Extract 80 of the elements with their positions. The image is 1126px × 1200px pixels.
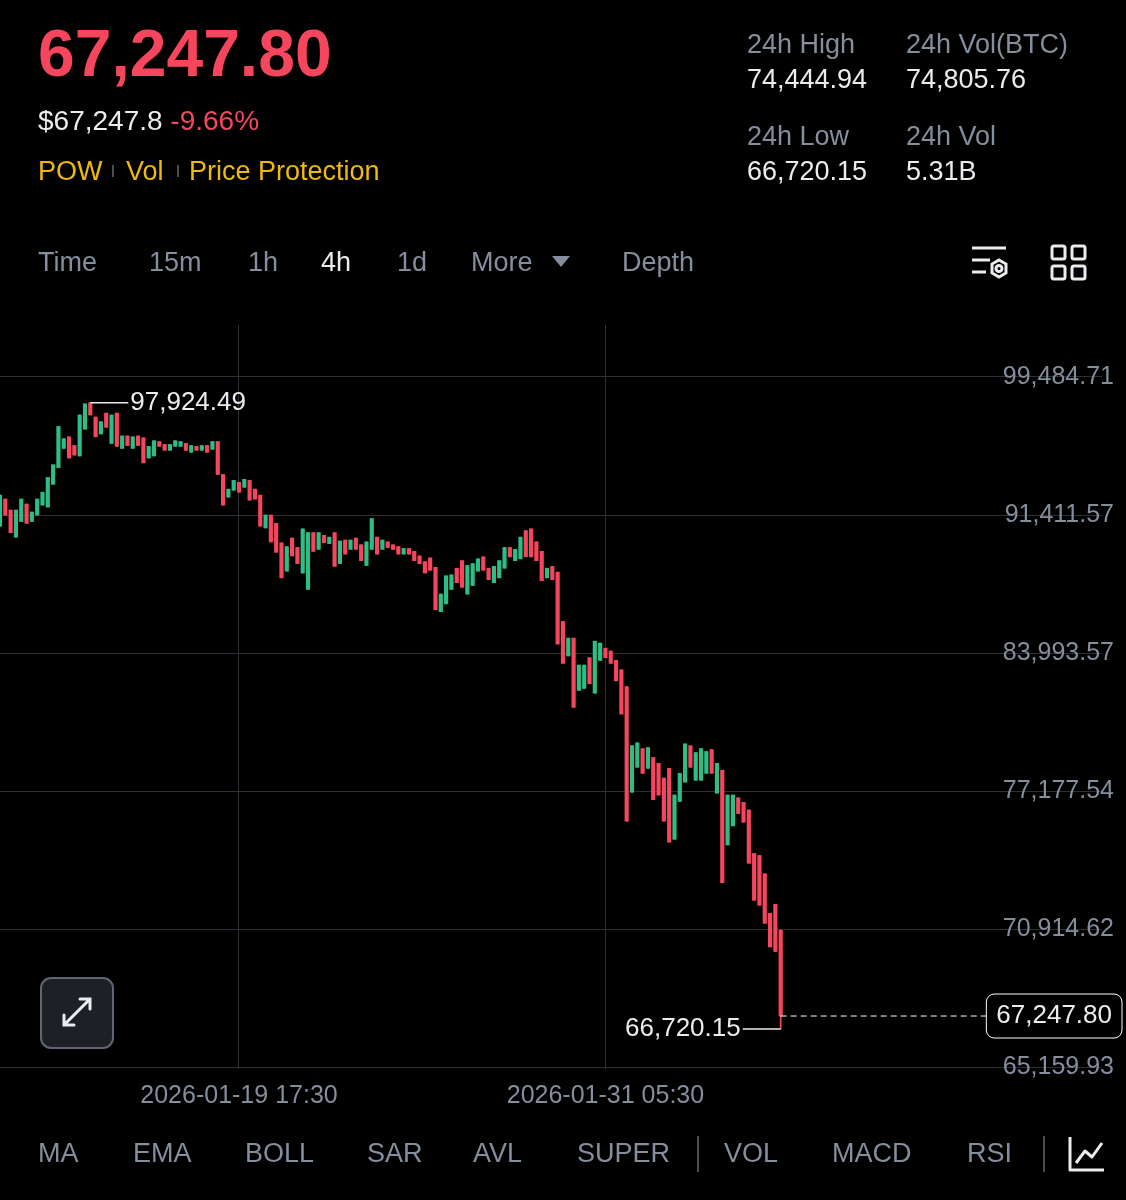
text: 1d [397,246,428,279]
candlestick [550,566,555,581]
text: SAR [367,1137,423,1170]
text: VOL [724,1137,779,1170]
text: Time [38,246,97,279]
candlestick [481,556,486,571]
text: 24h Vol [906,120,997,153]
candlestick [61,438,66,449]
text: Price Protection [189,155,380,188]
candlestick [343,539,348,555]
candlestick [327,536,332,545]
candlestick [305,532,311,590]
text: 74,444.94 [747,63,868,96]
y-tick-label: 99,484.71 [1002,360,1114,389]
text: 4h [321,246,352,279]
candlestick [199,445,204,451]
candlestick [151,440,157,457]
text: 5.31B [906,155,977,188]
text: 24h Low [747,120,850,153]
candlestick [284,546,289,572]
candlestick [157,441,162,447]
text: 15m [149,246,202,279]
text: MA [38,1137,79,1170]
candlestick [3,498,8,516]
candlestick [183,443,188,451]
candlestick [167,444,173,451]
text: SUPER [577,1137,671,1170]
y-tick-label: 65,159.93 [1002,1051,1114,1080]
ref-line-label: 67,247.80 [996,999,1112,1030]
candlestick [205,445,210,453]
candlestick [231,480,236,491]
candlestick [566,637,571,657]
text: MACD [832,1137,912,1170]
candlestick [539,551,544,581]
candlestick [120,435,125,449]
candlestick [321,535,327,544]
candlestick [629,745,635,793]
text: Depth [622,246,695,279]
text: Vol [126,155,164,188]
candlestick [624,686,629,822]
text: POW [38,155,103,188]
candlestick [390,544,396,550]
chart-title: 67,247.80 [38,15,332,92]
annotation: 97,924.49 [130,385,246,416]
text: EMA [133,1137,192,1170]
candlestick [337,540,342,564]
x-tick-label: 2026-01-19 17:30 [140,1079,338,1108]
candlestick [698,748,704,781]
candlestick [189,445,194,453]
y-tick-label: 83,993.57 [1002,637,1114,666]
candlestick [114,412,119,447]
candlestick [507,547,512,558]
candlestick [242,479,247,488]
text: 24h High [747,28,856,61]
candlestick [459,560,465,588]
candlestick [88,402,93,416]
candlestick [236,482,242,493]
text: 24h Vol(BTC) [906,28,1069,61]
candlestick [544,567,550,579]
text: 66,720.15 [747,155,868,188]
candlestick [104,412,109,428]
candlestick [714,763,720,794]
candlestick [374,536,380,555]
text: BOLL [245,1137,315,1170]
candlestick [130,436,135,449]
candlestick [98,421,103,435]
text: 1h [248,246,279,279]
candlestick [720,769,725,884]
x-tick-label: 2026-01-31 05:30 [506,1079,705,1108]
text: AVL [473,1137,523,1170]
text: More [471,246,533,279]
y-tick-label: 77,177.54 [1002,775,1115,804]
candlestick [66,436,72,459]
chart-subtitle: $67,247.8 -9.66% [38,105,260,136]
annotation: 66,720.15 [625,1012,741,1043]
text: 74,805.76 [906,63,1027,96]
y-tick-label: 70,914.62 [1002,913,1114,942]
y-tick-label: 91,411.57 [1004,498,1114,527]
text: RSI [967,1137,1013,1170]
candlestick [645,747,650,769]
